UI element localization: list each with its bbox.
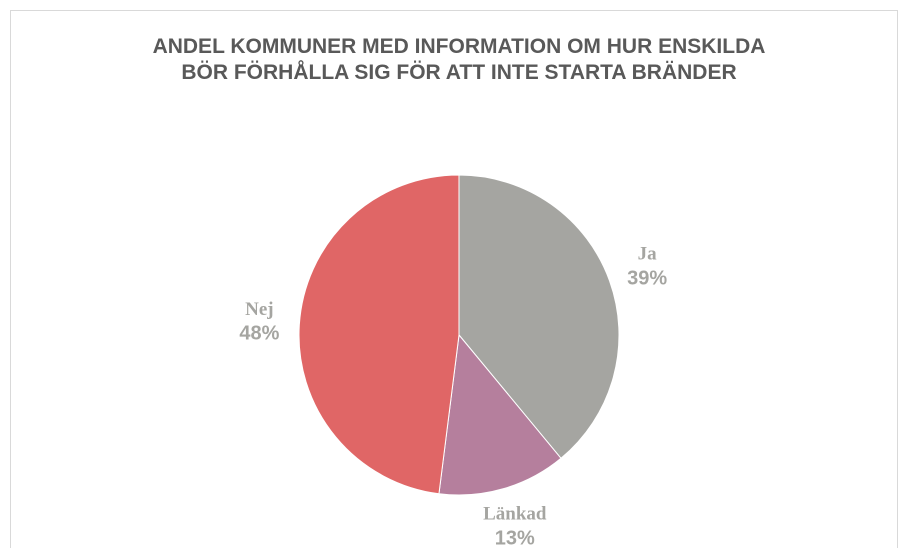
slice-value-label: 39% (627, 268, 667, 290)
slice-category-label: Nej (245, 299, 273, 320)
slice-value-label: 48% (239, 323, 279, 345)
chart-title: ANDEL KOMMUNER MED INFORMATION OM HUR EN… (152, 35, 766, 84)
pie-slice (298, 174, 460, 495)
slice-value-label: 13% (495, 527, 535, 548)
pie-slice (458, 174, 620, 459)
slice-category-label: Ja (638, 244, 658, 265)
chart-border (10, 10, 898, 548)
pie-slice (438, 333, 562, 496)
slice-category-label: Länkad (483, 503, 547, 524)
